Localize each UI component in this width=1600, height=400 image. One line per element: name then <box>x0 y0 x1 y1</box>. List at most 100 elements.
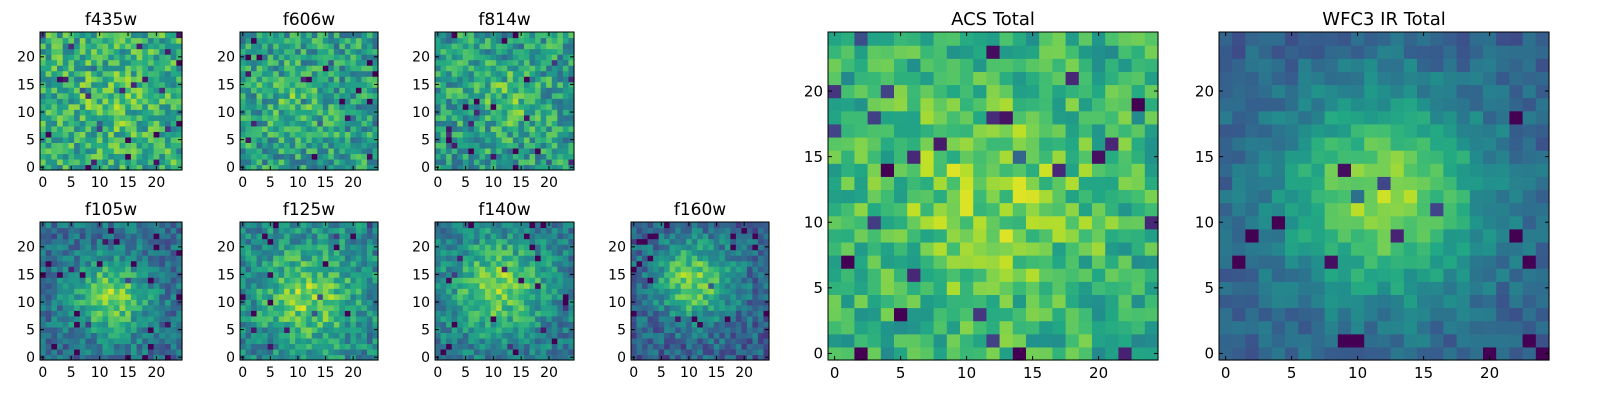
heatmap-cell <box>74 282 81 289</box>
heatmap-cell <box>51 81 58 88</box>
heatmap-cell <box>1144 176 1159 191</box>
heatmap-cell <box>74 233 81 240</box>
heatmap-cell <box>79 54 87 61</box>
heatmap-cell <box>344 54 351 61</box>
heatmap-cell <box>350 277 357 284</box>
heatmap-cell <box>256 125 263 132</box>
heatmap-cell <box>1118 294 1133 309</box>
heatmap-cell <box>568 120 575 127</box>
heatmap-cell <box>68 147 75 155</box>
heatmap-cell <box>540 282 547 289</box>
heatmap-cell <box>289 87 296 94</box>
heatmap-cell <box>317 114 324 121</box>
heatmap-cell <box>828 320 842 335</box>
heatmap-cell <box>102 54 109 61</box>
heatmap-cell <box>440 238 447 245</box>
heatmap-cell <box>523 238 531 245</box>
heatmap-cell <box>361 332 368 339</box>
heatmap-cell <box>40 321 47 328</box>
heatmap-cell <box>568 103 575 110</box>
heatmap-cell <box>147 288 155 295</box>
heatmap-cell <box>653 244 660 251</box>
heatmap-cell <box>256 271 263 278</box>
heatmap-cell <box>366 310 374 317</box>
heatmap-cell <box>262 282 269 289</box>
heatmap-cell <box>164 37 172 44</box>
heatmap-cell <box>113 131 121 138</box>
heatmap-cell <box>278 233 285 240</box>
heatmap-cell <box>361 266 368 273</box>
heatmap-cell <box>300 244 307 251</box>
heatmap-cell <box>664 348 671 356</box>
heatmap-cell <box>518 92 525 99</box>
heatmap-cell <box>62 238 69 245</box>
heatmap-cell <box>457 293 464 300</box>
heatmap-cell <box>468 70 475 77</box>
heatmap-cell <box>440 109 447 116</box>
heatmap-cell <box>546 310 553 317</box>
heatmap-cell <box>366 315 374 322</box>
heatmap-cell <box>880 255 895 269</box>
heatmap-cell <box>642 299 649 306</box>
heatmap-cell <box>713 332 720 339</box>
heatmap-cell <box>328 354 335 361</box>
heatmap-cell <box>490 65 497 72</box>
heatmap-cell <box>289 343 296 350</box>
heatmap-cell <box>512 87 519 94</box>
heatmap-cell <box>372 238 379 245</box>
heatmap-cell <box>136 354 143 361</box>
heatmap-cell <box>529 354 536 361</box>
heatmap-cell <box>142 277 149 284</box>
heatmap-cell <box>708 315 715 322</box>
heatmap-cell <box>147 92 155 99</box>
heatmap-cell <box>267 81 274 88</box>
heatmap-cell <box>435 238 442 245</box>
heatmap-cell <box>142 299 149 306</box>
heatmap-cell <box>647 222 654 229</box>
heatmap-cell <box>479 43 486 50</box>
heatmap-cell <box>164 238 172 245</box>
heatmap-cell <box>136 43 143 50</box>
heatmap-cell <box>490 315 497 322</box>
heatmap-cell <box>529 120 536 127</box>
heatmap-cell <box>51 299 58 306</box>
heatmap-cell <box>289 120 296 127</box>
heatmap-cell <box>973 202 987 217</box>
heatmap-cell <box>102 326 109 333</box>
heatmap-cell <box>653 304 660 311</box>
heatmap-cell <box>176 103 183 110</box>
heatmap-cell <box>457 222 464 229</box>
heatmap-cell <box>1078 255 1093 269</box>
heatmap-cell <box>130 348 138 356</box>
heatmap-cell <box>295 114 302 121</box>
heatmap-cell <box>333 164 340 171</box>
heatmap-cell <box>355 164 363 171</box>
heatmap-cell <box>170 238 177 245</box>
heatmap-cell <box>344 114 351 121</box>
heatmap-cell <box>523 337 531 345</box>
heatmap-cell <box>300 103 307 110</box>
heatmap-cell <box>79 227 87 234</box>
heatmap-cell <box>457 244 464 251</box>
heatmap-cell <box>344 299 351 306</box>
heatmap-cell <box>496 260 503 267</box>
heatmap-cell <box>880 333 895 348</box>
heatmap-cell <box>333 158 340 166</box>
heatmap-cell <box>518 87 525 94</box>
heatmap-cell <box>113 48 121 55</box>
heatmap-cell <box>256 37 263 44</box>
heatmap-cell <box>311 158 318 166</box>
heatmap-cell <box>289 233 296 240</box>
heatmap-cell <box>724 310 731 317</box>
heatmap-cell <box>551 255 558 262</box>
heatmap-cell <box>540 310 547 317</box>
heatmap-cell <box>295 109 302 116</box>
heatmap-cell <box>435 337 442 345</box>
heatmap-cell <box>108 103 115 110</box>
heatmap-cell <box>262 244 269 251</box>
heatmap-cell <box>45 255 52 262</box>
heatmap-cell <box>108 244 115 251</box>
heatmap-cell <box>79 131 87 138</box>
heatmap-cell <box>664 282 671 289</box>
heatmap-cell <box>40 153 47 160</box>
